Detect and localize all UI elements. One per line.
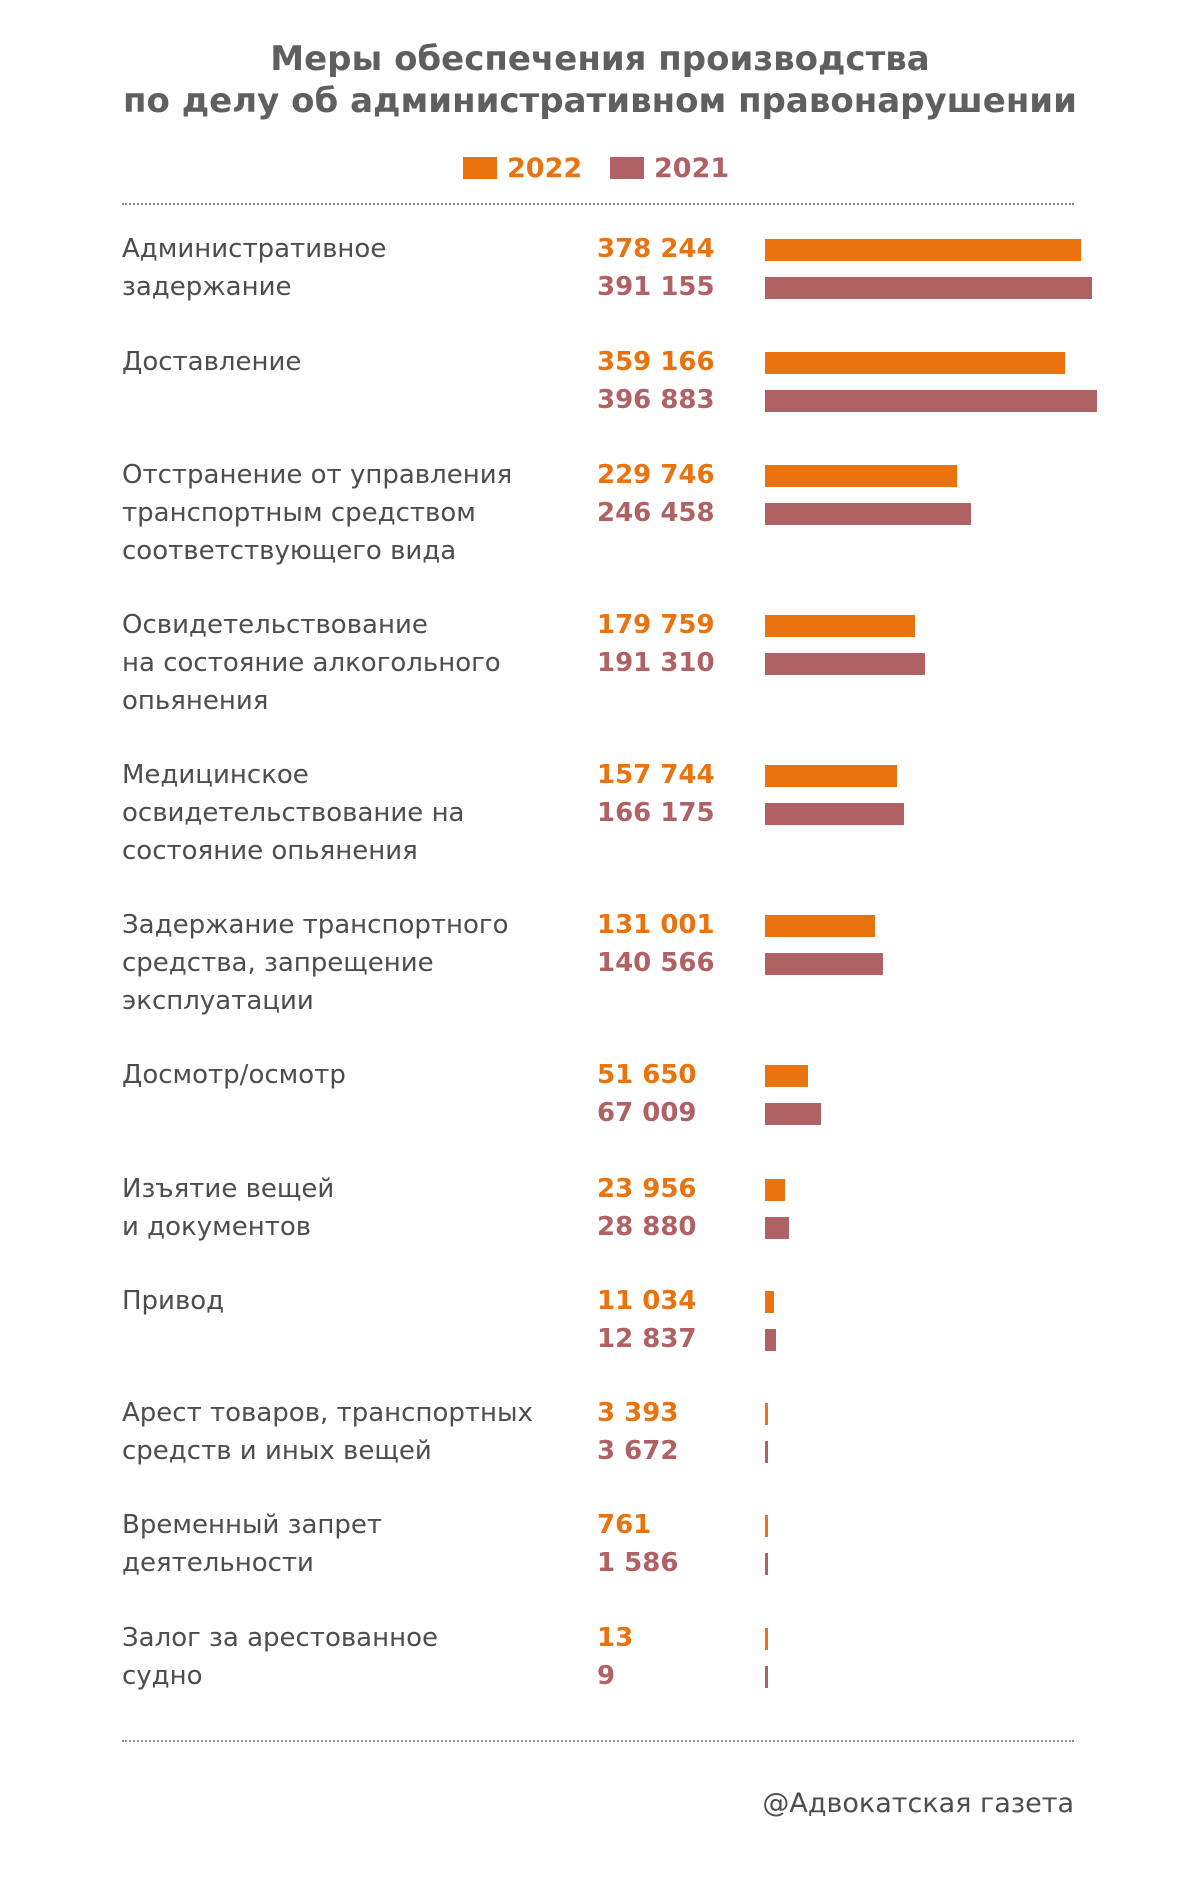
category-label: Арест товаров, транспортных — [122, 1398, 533, 1428]
bar-2021 — [765, 390, 1097, 412]
value-label-2021: 28 880 — [597, 1212, 697, 1242]
category-label: опьянения — [122, 686, 269, 716]
bar-2022 — [765, 1065, 809, 1087]
value-label-2022: 761 — [597, 1510, 652, 1540]
value-label-2021: 12 837 — [597, 1324, 697, 1354]
value-label-2021: 396 883 — [597, 385, 715, 415]
bar-2022 — [765, 915, 875, 937]
value-label-2021: 140 566 — [597, 948, 715, 978]
bar-2022 — [765, 1403, 768, 1425]
category-label: Отстранение от управления — [122, 460, 513, 490]
bar-2021 — [765, 277, 1093, 299]
bar-2022 — [765, 352, 1066, 374]
bar-2021 — [765, 1666, 768, 1688]
footer-credit: @Адвокатская газета — [762, 1788, 1074, 1819]
value-label-2022: 131 001 — [597, 910, 715, 940]
category-label: и документов — [122, 1212, 312, 1242]
category-label: Освидетельствование — [122, 610, 428, 640]
category-label: деятельности — [122, 1548, 314, 1578]
category-label: средства, запрещение — [122, 948, 434, 978]
value-label-2021: 9 — [597, 1661, 616, 1691]
value-label-2021: 1 586 — [597, 1548, 679, 1578]
value-label-2022: 229 746 — [597, 460, 715, 490]
value-label-2022: 23 956 — [597, 1174, 697, 1204]
bar-2021 — [765, 803, 904, 825]
category-label: Временный запрет — [122, 1510, 383, 1540]
value-label-2022: 359 166 — [597, 347, 715, 377]
category-label: Административное — [122, 234, 387, 264]
value-label-2022: 378 244 — [597, 234, 715, 264]
divider-bottom — [122, 1740, 1074, 1742]
category-label: Доставление — [122, 347, 302, 377]
bar-2022 — [765, 1179, 786, 1201]
category-label: Досмотр/осмотр — [122, 1060, 346, 1090]
bar-2022 — [765, 465, 958, 487]
category-label: Медицинское — [122, 760, 309, 790]
bar-2021 — [765, 1553, 768, 1575]
value-label-2021: 67 009 — [597, 1098, 697, 1128]
value-label-2022: 13 — [597, 1623, 634, 1653]
value-label-2021: 166 175 — [597, 798, 715, 828]
value-label-2022: 157 744 — [597, 760, 715, 790]
bar-2021 — [765, 653, 926, 675]
bar-2022 — [765, 615, 916, 637]
category-label: Залог за арестованное — [122, 1623, 439, 1653]
category-label: эксплуатации — [122, 986, 314, 1016]
value-label-2022: 11 034 — [597, 1286, 697, 1316]
value-label-2021: 246 458 — [597, 498, 715, 528]
category-label: на состояние алкогольного — [122, 648, 501, 678]
category-label: Задержание транспортного — [122, 910, 509, 940]
legend-item-2021: 2021 — [610, 150, 729, 186]
category-label: Изъятие вещей — [122, 1174, 335, 1204]
legend-item-2022: 2022 — [463, 150, 582, 186]
bar-2022 — [765, 1628, 768, 1650]
legend-label-2022: 2022 — [507, 152, 583, 184]
value-label-2022: 179 759 — [597, 610, 715, 640]
category-label: транспортным средством — [122, 498, 476, 528]
category-label: освидетельствование на — [122, 798, 465, 828]
chart-title-line-1: Меры обеспечения производства — [270, 39, 930, 79]
bar-2021 — [765, 1329, 776, 1351]
bar-2022 — [765, 1515, 768, 1537]
bar-2022 — [765, 1291, 775, 1313]
bar-2021 — [765, 953, 883, 975]
chart-title: Меры обеспечения производства по делу об… — [0, 38, 1200, 122]
value-label-2022: 3 393 — [597, 1398, 679, 1428]
category-label: средств и иных вещей — [122, 1436, 432, 1466]
bar-2021 — [765, 503, 972, 525]
chart-title-line-2: по делу об административном правонарушен… — [123, 81, 1077, 121]
bar-2022 — [765, 239, 1082, 261]
bar-2021 — [765, 1217, 790, 1239]
legend-swatch-2021 — [610, 157, 644, 179]
category-label: состояние опьянения — [122, 836, 418, 866]
category-label: задержание — [122, 272, 292, 302]
legend-swatch-2022 — [463, 157, 497, 179]
value-label-2021: 191 310 — [597, 648, 715, 678]
bar-2021 — [765, 1103, 822, 1125]
divider-top — [122, 203, 1074, 205]
value-label-2021: 391 155 — [597, 272, 715, 302]
bar-2022 — [765, 765, 897, 787]
category-label: Привод — [122, 1286, 225, 1316]
legend-label-2021: 2021 — [654, 152, 730, 184]
value-label-2021: 3 672 — [597, 1436, 679, 1466]
category-label: судно — [122, 1661, 203, 1691]
bar-2021 — [765, 1441, 769, 1463]
category-label: соответствующего вида — [122, 536, 457, 566]
value-label-2022: 51 650 — [597, 1060, 697, 1090]
